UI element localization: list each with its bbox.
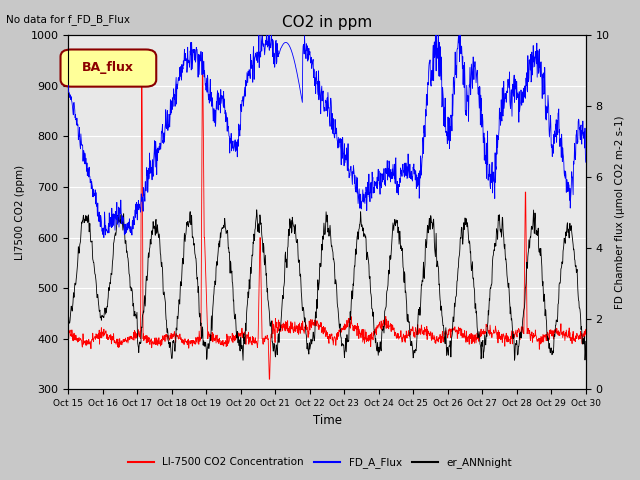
Text: BA_flux: BA_flux [82, 61, 134, 74]
Legend: LI-7500 CO2 Concentration, FD_A_Flux, er_ANNnight: LI-7500 CO2 Concentration, FD_A_Flux, er… [124, 453, 516, 472]
Y-axis label: LI7500 CO2 (ppm): LI7500 CO2 (ppm) [15, 165, 25, 260]
X-axis label: Time: Time [312, 414, 342, 427]
Title: CO2 in ppm: CO2 in ppm [282, 15, 372, 30]
Y-axis label: FD Chamber flux (μmol CO2 m-2 s-1): FD Chamber flux (μmol CO2 m-2 s-1) [615, 116, 625, 309]
FancyBboxPatch shape [61, 49, 156, 87]
Text: No data for f_FD_B_Flux: No data for f_FD_B_Flux [6, 14, 131, 25]
